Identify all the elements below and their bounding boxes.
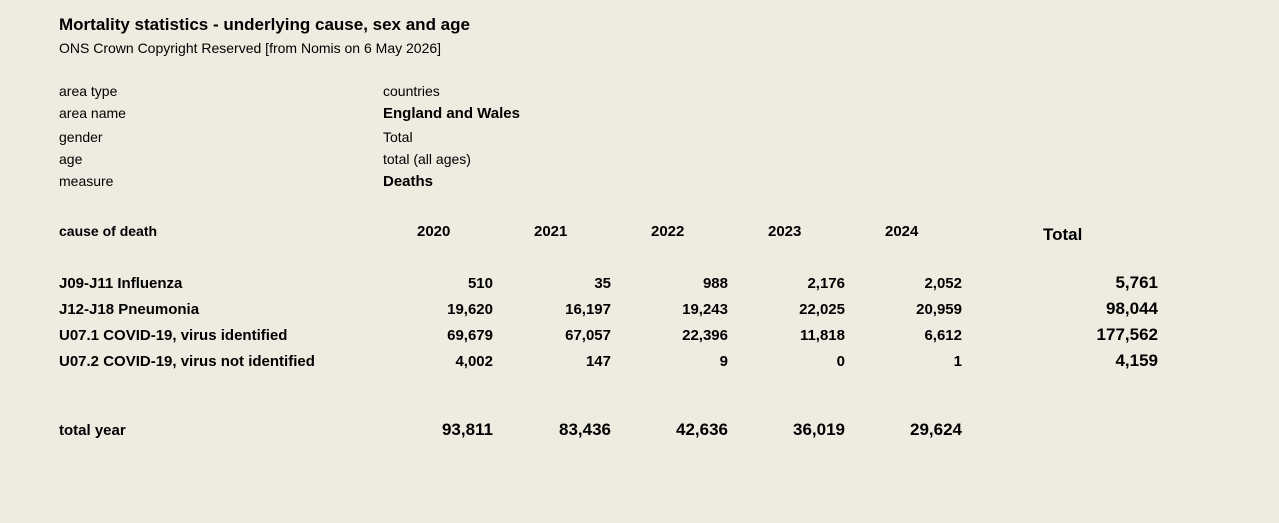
cell: 19,243	[682, 301, 728, 318]
cell: 69,679	[447, 327, 493, 344]
row-label: U07.1 COVID-19, virus identified	[59, 327, 288, 344]
cell: 2,176	[807, 275, 845, 292]
cell: 1	[953, 353, 962, 370]
cell: 11,818	[799, 327, 845, 344]
cell: 22,025	[799, 301, 845, 318]
column-header: 2023	[768, 223, 802, 240]
row-total: 4,159	[1115, 351, 1158, 370]
meta-value: Deaths	[383, 173, 434, 190]
total-cell: 36,019	[793, 420, 845, 439]
column-header: 2020	[417, 223, 451, 240]
meta-label: gender	[59, 129, 103, 145]
meta-label: area type	[59, 83, 118, 99]
cell: 9	[719, 353, 728, 370]
column-header: 2021	[534, 223, 568, 240]
subtitle: ONS Crown Copyright Reserved [from Nomis…	[59, 40, 442, 56]
column-header: 2022	[651, 223, 685, 240]
total-cell: 29,624	[910, 420, 962, 439]
total-cell: 83,436	[559, 420, 611, 439]
total-label: total year	[59, 422, 126, 439]
row-total: 177,562	[1096, 325, 1158, 344]
cell: 19,620	[447, 301, 493, 318]
meta-label: area name	[59, 105, 126, 121]
cell: 35	[594, 275, 611, 292]
cell: 22,396	[682, 327, 728, 344]
column-header: cause of death	[59, 223, 158, 239]
cell: 20,959	[916, 301, 962, 318]
row-total: 98,044	[1106, 299, 1158, 318]
meta-value: total (all ages)	[383, 151, 471, 167]
cell: 510	[467, 275, 493, 292]
row-label: J09-J11 Influenza	[59, 275, 183, 292]
meta-value: countries	[383, 83, 440, 99]
cell: 147	[585, 353, 611, 370]
meta-label: age	[59, 151, 83, 167]
row-label: J12-J18 Pneumonia	[59, 301, 200, 318]
title: Mortality statistics - underlying cause,…	[59, 15, 470, 34]
meta-label: measure	[59, 173, 114, 189]
cell: 4,002	[455, 353, 493, 370]
cell: 6,612	[924, 327, 962, 344]
meta-value: Total	[383, 129, 413, 145]
meta-value: England and Wales	[383, 105, 520, 122]
total-cell: 42,636	[676, 420, 728, 439]
cell: 16,197	[565, 301, 611, 318]
cell: 2,052	[924, 275, 962, 292]
column-header: 2024	[885, 223, 919, 240]
cell: 0	[836, 353, 845, 370]
total-cell: 93,811	[441, 420, 493, 439]
cell: 67,057	[565, 327, 611, 344]
column-header: Total	[1043, 225, 1083, 244]
cell: 988	[702, 275, 728, 292]
row-total: 5,761	[1115, 273, 1158, 292]
row-label: U07.2 COVID-19, virus not identified	[59, 353, 315, 370]
